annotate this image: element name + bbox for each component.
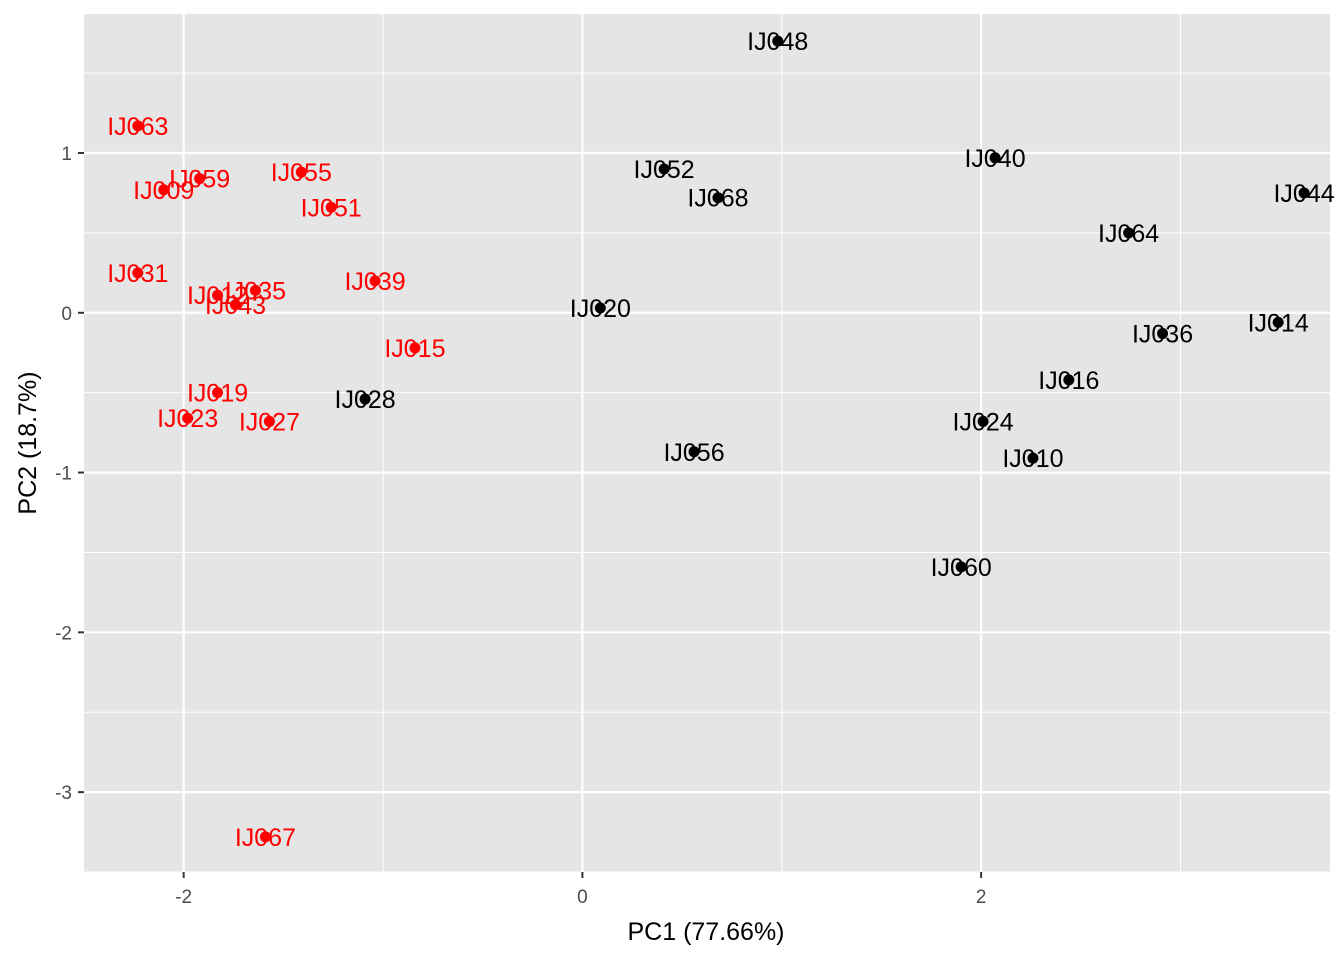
data-point (230, 299, 242, 311)
point-label: IJ019 (187, 380, 248, 408)
point-label: IJ035 (225, 277, 286, 305)
point-label: IJ040 (964, 145, 1025, 173)
point-label: IJ031 (107, 260, 168, 288)
major-gridlines (84, 14, 1330, 872)
x-tick-label: 2 (976, 887, 987, 908)
data-point (249, 284, 261, 296)
data-point (182, 412, 194, 424)
point-label: IJ067 (235, 824, 296, 852)
data-point (688, 446, 700, 458)
point-label: IJ024 (953, 408, 1014, 436)
data-point (658, 163, 670, 175)
data-point (1123, 227, 1135, 239)
point-label: IJ023 (157, 405, 218, 433)
point-label: IJ016 (1038, 367, 1099, 395)
y-tick-label: -3 (55, 783, 72, 804)
point-label: IJ060 (931, 554, 992, 582)
y-tick-label: -2 (55, 623, 72, 644)
data-point (212, 289, 224, 301)
point-label: IJ048 (747, 28, 808, 56)
y-axis-ticks: -3 -2 -1 0 1 (55, 144, 84, 804)
point-label: IJ064 (1098, 220, 1159, 248)
data-point (409, 342, 421, 354)
data-point (194, 173, 206, 185)
point-label: IJ043 (205, 292, 266, 320)
y-axis-title: PC2 (18.7%) (14, 371, 42, 514)
data-point (1063, 374, 1075, 386)
minor-gridlines (84, 14, 1330, 873)
data-point (1157, 328, 1169, 340)
data-point (955, 561, 967, 573)
data-point (212, 387, 224, 399)
data-point (263, 415, 275, 427)
data-point (259, 831, 271, 843)
point-label: IJ055 (271, 159, 332, 187)
plot-panel (84, 14, 1330, 872)
data-point (977, 415, 989, 427)
y-tick-label: 1 (61, 144, 72, 165)
x-axis-title: PC1 (77.66%) (627, 918, 784, 946)
data-point (1298, 187, 1310, 199)
point-label: IJ028 (335, 386, 396, 414)
point-label: IJ020 (570, 295, 631, 323)
x-axis-ticks: -2 0 2 (175, 872, 986, 908)
point-label: IJ014 (1248, 309, 1309, 337)
point-label: IJ056 (663, 439, 724, 467)
data-point (325, 201, 337, 213)
data-point (772, 35, 784, 47)
data-point (989, 152, 1001, 164)
point-label: IJ059 (169, 166, 230, 194)
point-label: IJ063 (107, 113, 168, 141)
data-points (132, 35, 1310, 843)
data-point (132, 120, 144, 132)
data-point (158, 184, 170, 196)
point-label: IJ015 (384, 335, 445, 363)
data-point (369, 275, 381, 287)
data-point (1027, 452, 1039, 464)
data-point (295, 166, 307, 178)
point-label: IJ010 (1002, 445, 1063, 473)
point-label: IJ027 (239, 408, 300, 436)
y-tick-label: 0 (61, 304, 72, 325)
point-label: IJ036 (1132, 321, 1193, 349)
x-tick-label: 0 (577, 887, 588, 908)
point-label: IJ039 (344, 268, 405, 296)
point-label: IJ052 (634, 156, 695, 184)
point-label: IJ068 (687, 185, 748, 213)
x-tick-label: -2 (175, 887, 192, 908)
data-point (359, 393, 371, 405)
point-label: IJ051 (301, 194, 362, 222)
data-point (1272, 316, 1284, 328)
data-point (712, 192, 724, 204)
data-point (594, 302, 606, 314)
y-tick-label: -1 (55, 464, 72, 485)
point-label: IJ009 (133, 177, 194, 205)
data-point (132, 267, 144, 279)
point-label: IJ012 (187, 282, 248, 310)
point-label: IJ044 (1273, 180, 1334, 208)
